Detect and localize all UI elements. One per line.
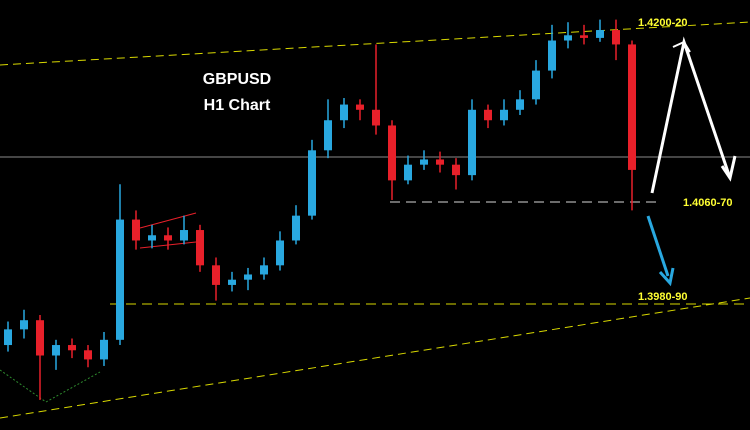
candle-body xyxy=(596,30,604,38)
candle-body xyxy=(292,215,300,241)
level-label: 1.3980-90 xyxy=(638,291,688,303)
candle-body xyxy=(196,230,204,266)
arrow-head xyxy=(720,155,737,182)
candle-body xyxy=(260,265,268,275)
candle-body xyxy=(212,265,220,285)
candle-body xyxy=(628,44,636,170)
candle-body xyxy=(372,109,380,126)
level-label: 1.4200-20 xyxy=(638,17,688,29)
arrow-head xyxy=(672,40,691,53)
candle-body xyxy=(420,159,428,165)
pattern-line xyxy=(139,212,197,229)
lower-trendline xyxy=(0,297,750,419)
candle-body xyxy=(20,320,28,330)
candle-body xyxy=(548,40,556,71)
candle-body xyxy=(84,350,92,360)
candle-body xyxy=(4,329,12,346)
candle-body xyxy=(180,230,188,241)
candle-body xyxy=(244,274,252,280)
candle-body xyxy=(452,164,460,176)
candle-body xyxy=(404,164,412,181)
candle-body xyxy=(36,320,44,356)
projection-arrow xyxy=(646,215,670,277)
candle-body xyxy=(276,240,284,266)
candle-body xyxy=(516,99,524,110)
candle-body xyxy=(388,125,396,181)
candle-body xyxy=(228,279,236,285)
candle-body xyxy=(436,159,444,165)
level-label: 1.4060-70 xyxy=(683,197,733,209)
candle-body xyxy=(532,70,540,100)
candle-body xyxy=(612,30,620,45)
candle-body xyxy=(68,345,76,351)
upper-trendline xyxy=(0,21,750,66)
candle-body xyxy=(164,235,172,241)
candle-body xyxy=(52,345,60,356)
candles xyxy=(4,19,636,400)
candle-body xyxy=(564,35,572,41)
candle-body xyxy=(340,104,348,121)
candle-body xyxy=(500,109,508,121)
candle-body xyxy=(484,109,492,121)
candle-body xyxy=(148,235,156,241)
candle-body xyxy=(356,104,364,110)
pattern-line xyxy=(0,369,47,403)
arrow-head xyxy=(658,267,675,287)
candle-body xyxy=(132,219,140,241)
candle-body xyxy=(324,120,332,151)
candle-body xyxy=(308,150,316,216)
candle-body xyxy=(468,109,476,176)
chart-subtitle: H1 Chart xyxy=(204,97,271,114)
chart-title: GBPUSD xyxy=(203,71,271,88)
candle-body xyxy=(580,35,588,38)
candle-body xyxy=(100,339,108,360)
candle-body xyxy=(116,219,124,340)
